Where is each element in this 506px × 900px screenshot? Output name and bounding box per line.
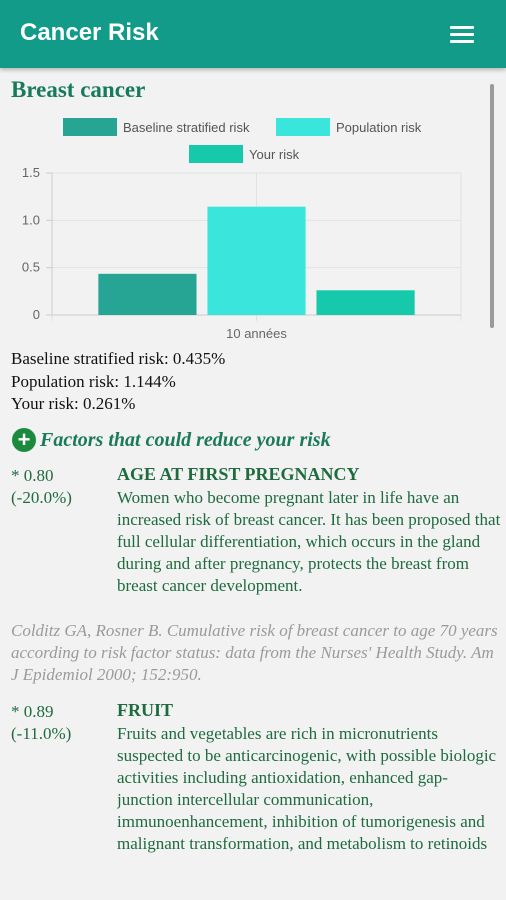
multiplier-value: * 0.89 (11, 702, 54, 721)
scrollbar[interactable] (490, 84, 494, 328)
bar-baseline-stratified-risk (98, 273, 197, 315)
multiplier-value: * 0.80 (11, 466, 54, 485)
page-title: Breast cancer (11, 77, 146, 102)
baseline-risk-text: Baseline stratified risk: 0.435% (11, 349, 226, 368)
legend-label: Baseline stratified risk (123, 119, 250, 135)
factor-description: Fruits and vegetables are rich in micron… (117, 724, 497, 853)
risk-bar-chart: 0 0.5 1.0 1.5 10 années (22, 165, 462, 341)
factors-section-heading: + Factors that could reduce your risk (12, 428, 331, 452)
change-percent: (-11.0%) (11, 724, 72, 743)
y-tick-label: 1.0 (22, 212, 40, 227)
app-title: Cancer Risk (20, 19, 159, 46)
y-tick-label: 1.5 (22, 165, 40, 180)
factor-reference: Colditz GA, Rosner B. Cumulative risk of… (11, 621, 498, 684)
legend-swatch (63, 118, 117, 136)
app-bar: Cancer Risk (0, 0, 506, 68)
legend-label: Your risk (249, 146, 300, 162)
legend-item-baseline[interactable]: Baseline stratified risk (63, 118, 249, 136)
legend-label: Population risk (336, 119, 422, 135)
bar-population-risk (207, 206, 306, 315)
your-risk-text: Your risk: 0.261% (11, 394, 136, 413)
factors-heading-label: Factors that could reduce your risk (40, 428, 331, 451)
factor-multiplier: * 0.89 (-11.0%) (11, 701, 71, 745)
factor-description: Women who become pregnant later in life … (117, 488, 501, 595)
hamburger-menu-icon[interactable] (450, 26, 474, 44)
risk-stats: Baseline stratified risk: 0.435% Populat… (11, 348, 225, 416)
legend-item-your-risk[interactable]: Your risk (189, 145, 299, 163)
factor-multiplier: * 0.80 (-20.0%) (11, 465, 72, 509)
legend-swatch (276, 118, 330, 136)
x-tick-label: 10 années (226, 326, 287, 341)
factor-title: AGE AT FIRST PREGNANCY (117, 464, 360, 484)
bar-your-risk (316, 290, 415, 315)
y-tick-label: 0.5 (22, 260, 40, 275)
legend-item-population[interactable]: Population risk (276, 118, 421, 136)
y-tick-label: 0 (33, 307, 40, 322)
change-percent: (-20.0%) (11, 488, 72, 507)
plus-circle-icon: + (12, 428, 36, 452)
population-risk-text: Population risk: 1.144% (11, 371, 176, 391)
factor-title: FRUIT (117, 700, 174, 720)
legend-swatch (189, 145, 243, 163)
